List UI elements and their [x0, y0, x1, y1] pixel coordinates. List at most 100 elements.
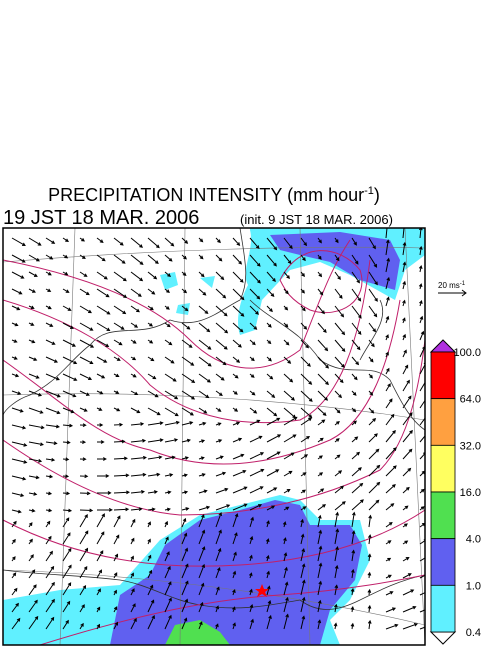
wind-arrow	[130, 588, 135, 596]
wind-arrow	[249, 305, 259, 315]
wind-arrow	[198, 621, 203, 630]
wind-arrow	[198, 288, 207, 296]
wind-arrow	[79, 271, 88, 277]
map-frame	[2, 227, 426, 646]
wind-arrow	[232, 486, 248, 494]
wind-arrow	[334, 501, 346, 511]
wind-arrow	[181, 254, 187, 260]
wind-arrow	[232, 271, 244, 283]
wind-arrow	[79, 373, 93, 381]
wind-arrow	[385, 465, 397, 477]
wind-arrow	[418, 245, 423, 256]
wind-arrow	[164, 507, 171, 512]
wind-arrow	[45, 550, 53, 562]
wind-arrow	[283, 506, 290, 511]
wind-arrow	[181, 356, 195, 366]
wind-scale-text: 20 ms	[438, 281, 460, 290]
wind-arrow	[351, 271, 360, 284]
wind-arrow	[334, 511, 339, 528]
wind-arrow	[334, 271, 341, 281]
wind-arrow	[96, 531, 105, 545]
wind-arrow	[215, 288, 227, 299]
wind-arrow	[62, 423, 74, 428]
wind-arrow	[351, 390, 357, 396]
wind-arrow	[62, 619, 69, 630]
wind-arrow	[317, 580, 323, 596]
wind-arrow	[198, 339, 212, 350]
wind-arrow	[79, 474, 89, 479]
wind-arrow	[147, 521, 151, 528]
wind-arrow	[130, 288, 142, 297]
wind-arrow	[215, 237, 221, 244]
wind-arrow	[11, 572, 17, 579]
wind-arrow	[96, 623, 101, 630]
wind-arrow	[181, 390, 196, 400]
wind-arrow	[164, 254, 173, 262]
wind-arrow	[249, 516, 254, 528]
wind-arrow	[266, 520, 270, 528]
wind-arrow	[198, 563, 206, 579]
wind-arrow	[266, 390, 276, 398]
wind-arrow	[317, 237, 322, 244]
wind-arrow	[28, 554, 34, 562]
wind-arrow	[113, 288, 128, 299]
colorbar-segment	[430, 351, 456, 400]
wind-arrow	[96, 339, 110, 347]
precip-moderate	[110, 500, 362, 645]
wind-arrow	[96, 474, 110, 478]
wind-arrow	[367, 571, 372, 579]
wind-arrow	[113, 439, 126, 444]
wind-arrow	[283, 552, 288, 562]
wind-arrow	[283, 581, 289, 596]
wind-arrow	[79, 547, 89, 562]
wind-arrow	[232, 421, 241, 426]
wind-arrow	[300, 271, 305, 277]
wind-arrow	[300, 454, 309, 460]
wind-arrow	[283, 452, 295, 460]
wind-arrow	[266, 254, 277, 267]
wind-arrow	[62, 547, 72, 562]
wind-arrow	[249, 419, 261, 426]
wind-arrow	[28, 508, 36, 513]
wind-arrow	[198, 421, 207, 426]
wind-arrow	[62, 390, 77, 398]
wind-arrow	[266, 434, 282, 443]
wind-arrow	[11, 587, 18, 596]
wind-arrow	[198, 407, 208, 414]
wind-arrow	[300, 237, 307, 247]
wind-arrow	[164, 288, 170, 293]
wind-arrow	[28, 339, 36, 344]
wind-arrow	[249, 468, 265, 477]
wind-arrow	[62, 407, 75, 414]
wind-arrow	[28, 373, 40, 379]
wind-arrow	[79, 530, 89, 545]
wind-arrow	[45, 390, 61, 398]
wind-arrow	[402, 412, 413, 426]
wind-arrow	[215, 511, 223, 528]
wind-arrow	[419, 506, 425, 511]
wind-arrow	[45, 288, 52, 292]
wind-arrow	[147, 599, 155, 613]
wind-arrow	[215, 547, 222, 562]
wind-arrow	[215, 390, 223, 396]
wind-arrow	[130, 271, 144, 282]
wind-arrow	[385, 557, 392, 562]
wind-arrow	[232, 356, 241, 363]
wind-arrow	[283, 288, 289, 295]
wind-arrow	[113, 390, 120, 394]
wind-arrow	[11, 373, 20, 378]
wind-arrow	[130, 422, 145, 426]
wind-arrow	[45, 305, 52, 310]
wind-arrow	[96, 569, 102, 579]
wind-arrow	[402, 379, 410, 392]
precip-heavy	[165, 620, 230, 645]
wind-arrow	[28, 356, 38, 361]
wind-arrow	[130, 356, 137, 361]
wind-arrow	[351, 568, 355, 579]
wind-vectors	[11, 228, 425, 630]
wind-arrow	[198, 505, 211, 511]
wind-arrow	[334, 470, 343, 477]
wind-arrow	[28, 599, 38, 613]
wind-arrow	[368, 305, 378, 318]
wind-arrow	[266, 451, 281, 460]
